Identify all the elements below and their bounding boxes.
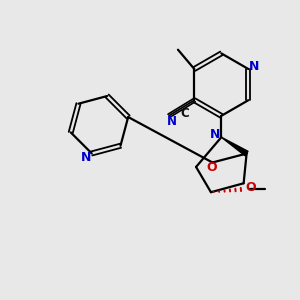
Text: N: N — [210, 128, 220, 141]
Text: C: C — [181, 107, 189, 120]
Text: O: O — [206, 161, 217, 174]
Text: O: O — [246, 181, 256, 194]
Text: N: N — [248, 60, 259, 73]
Text: N: N — [81, 151, 91, 164]
Polygon shape — [221, 137, 248, 156]
Text: N: N — [167, 115, 177, 128]
